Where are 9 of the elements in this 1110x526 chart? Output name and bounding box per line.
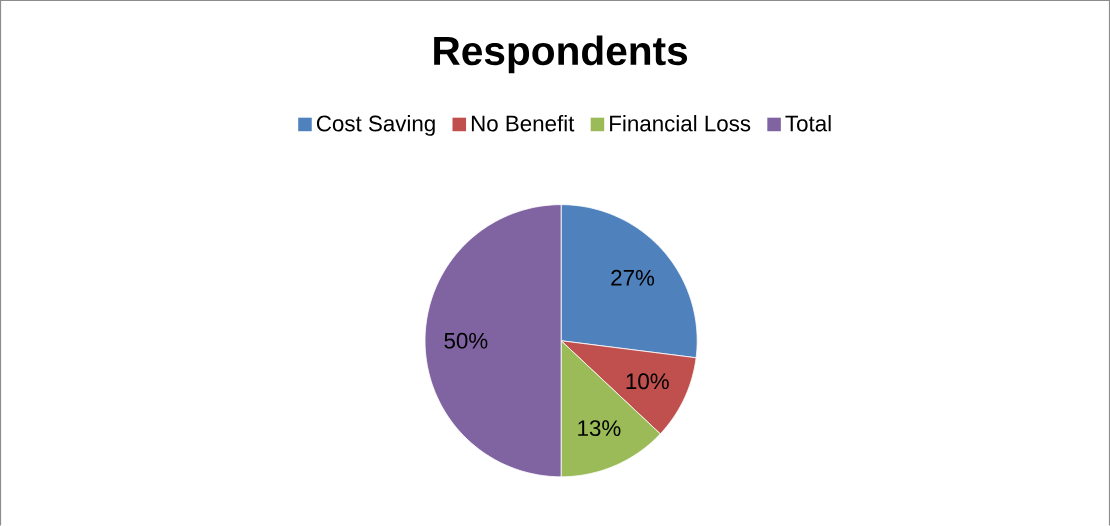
data-label: 10% (626, 373, 669, 390)
legend-label: Total (785, 115, 831, 132)
legend-label: No Benefit (471, 115, 575, 132)
data-label: 27% (611, 269, 655, 286)
data-label: 13% (578, 420, 621, 437)
data-label: 50% (444, 332, 488, 349)
legend-label: Cost Saving (316, 115, 435, 136)
legend-label: Financial Loss (610, 115, 751, 132)
chart-title: Respondents (434, 35, 688, 74)
